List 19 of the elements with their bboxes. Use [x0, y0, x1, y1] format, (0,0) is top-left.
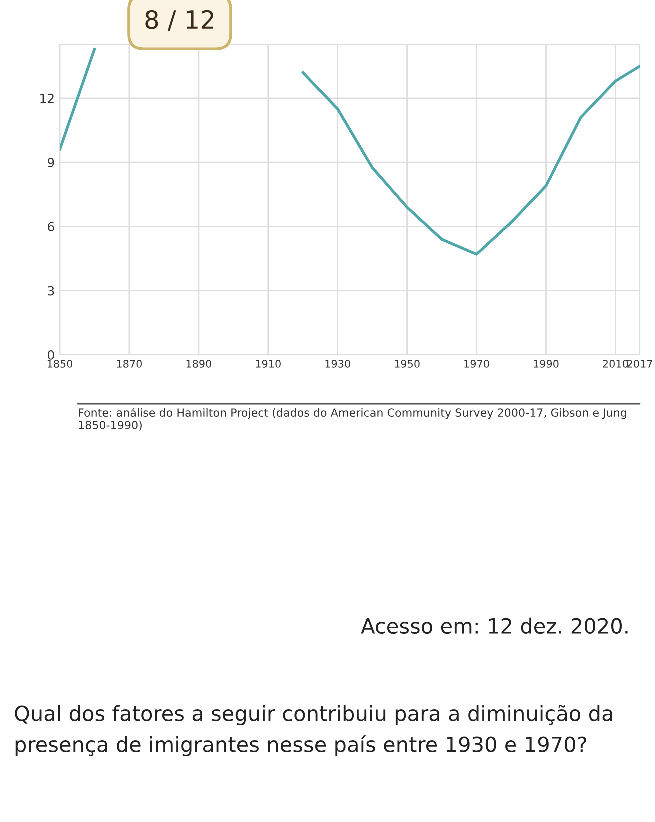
x-tick-label: 1950 — [395, 360, 420, 368]
text: 8 / 12 — [146, 10, 214, 32]
x-tick-label: 1930 — [326, 360, 350, 368]
y-tick-label: 6 — [48, 222, 54, 232]
source-note: Fonte: análise do Hamilton Project (dados do American Community Survey 2000-17, Gibson e Jung 1850-1990) — [79, 408, 626, 431]
x-tick-label: 1910 — [256, 360, 281, 368]
x-tick-label: 2010 — [603, 360, 628, 368]
text: Acesso em: 12 dez. 2020. — [361, 618, 628, 634]
y-tick-label: 0 — [48, 350, 54, 360]
x-tick-label: 1890 — [186, 360, 212, 368]
x-tick-label: 2017 — [628, 360, 652, 368]
x-tick-label: 1990 — [534, 360, 559, 368]
x-tick-label: 1870 — [117, 360, 142, 368]
x-tick-label: 1970 — [464, 360, 490, 368]
y-tick-label: 3 — [48, 286, 54, 296]
y-tick-label: 12 — [40, 94, 54, 104]
x-tick-label: 1850 — [48, 360, 73, 368]
y-tick-label: 9 — [48, 158, 54, 168]
text: Qual dos fatores a seguir contribuiu para a diminuição da presença de imigrantes nesse país entre 1930 e 1970? — [15, 705, 612, 757]
